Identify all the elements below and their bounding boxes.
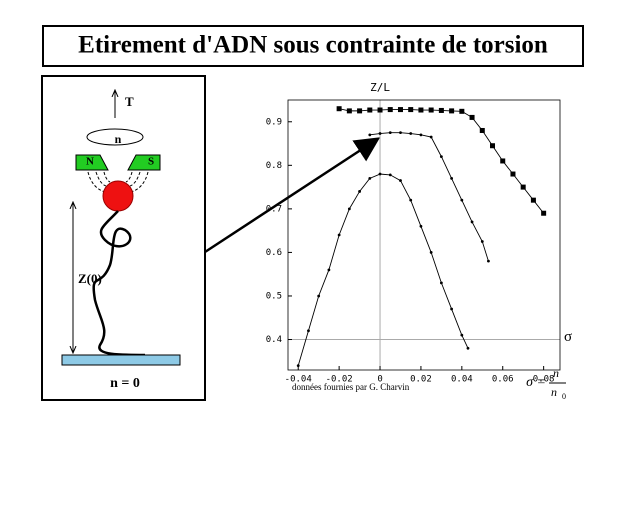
pointer-arrow [204,137,381,254]
y-tick-label: 0.4 [266,335,282,345]
point [429,251,433,254]
y-tick-label: 0.5 [266,291,282,301]
frame [287,99,561,371]
point [368,176,372,180]
point [387,107,393,113]
point [296,364,300,368]
x-tick-label: 0.02 [410,375,432,385]
point [438,107,444,113]
point [469,114,475,120]
point [408,107,414,113]
rotation-label: n [115,132,122,146]
point [409,132,413,135]
point [460,333,464,337]
x-axis-label: σ [564,329,572,345]
title-box [42,25,584,67]
point [388,131,392,135]
turns-label: n = 0 [110,376,140,391]
point [480,240,484,243]
dna [92,210,146,357]
x-tick-label: 0.08 [533,375,555,385]
point [367,107,373,113]
point [439,155,443,159]
point [428,107,434,113]
y-tick-label: 0.9 [266,117,282,127]
point [487,259,490,263]
point [336,106,342,112]
point [460,198,464,202]
point [450,307,454,311]
point [450,176,454,180]
point [358,190,361,193]
diagram-box [41,75,206,401]
point [470,220,474,224]
point [337,233,341,237]
force-label: T [125,94,134,109]
point [317,294,321,298]
x-tick-label: 0.04 [451,375,473,385]
point [347,207,351,211]
series-line [339,108,544,214]
series-line [369,132,489,262]
point [368,133,372,137]
rotation-ellipse [86,128,144,146]
point [500,158,506,164]
point [439,281,443,285]
extension-label: Z(0) [78,271,102,286]
formula: n [553,366,559,380]
magnet [127,154,161,171]
formula: n [551,385,557,399]
magnet [75,154,109,171]
point [541,210,547,216]
formula: σ = [526,375,546,390]
field-lines [87,171,149,193]
point [459,108,465,114]
point [510,171,516,177]
point [307,329,310,333]
point [520,184,526,190]
bead [102,180,134,212]
point [449,108,455,114]
x-tick-label: 0.06 [492,375,514,385]
series-line [297,173,469,366]
y-tick-label: 0.6 [266,248,282,258]
point [377,107,383,113]
diagram: T n N S Z(0) n = 0 [41,75,381,401]
formula: 0 [562,392,566,401]
point [327,268,331,272]
point [397,107,403,113]
x-tick-label: -0.04 [285,375,312,385]
chart: 0.4 0.5 0.6 0.7 0.8 0.9 -0.04 -0.02 0 0.02 0.04 0.0… [266,81,572,401]
point [418,107,424,113]
point [419,133,423,137]
point [479,127,485,133]
x-tick-label: 0 [377,375,382,385]
point [490,143,496,149]
y-tick-label: 0.7 [266,204,282,214]
point [346,108,352,114]
point [409,198,413,202]
y-tick-label: 0.8 [266,161,282,171]
point [378,132,382,135]
surface [61,354,181,366]
point [466,346,470,350]
title: Etirement d'ADN sous contrainte de torsi… [78,32,548,59]
magnet-label: S [148,156,154,168]
point [357,108,363,114]
x-tick-label: -0.02 [326,375,353,385]
point [378,172,382,176]
y-axis-label: Z/L [370,81,390,94]
point [419,224,423,228]
point [429,135,433,139]
point [388,173,392,177]
point [530,197,536,203]
magnet-label: N [86,156,94,168]
note: données fournies par G. Charvin [292,382,410,392]
point [399,179,402,182]
point [399,131,402,135]
